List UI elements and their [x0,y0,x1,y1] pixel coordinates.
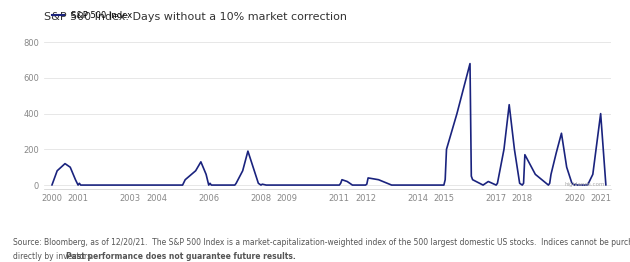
Text: directly by investors.: directly by investors. [13,252,96,260]
Text: Source: Bloomberg, as of 12/20/21.  The S&P 500 Index is a market-capitalization: Source: Bloomberg, as of 12/20/21. The S… [13,238,630,247]
Text: highlands.com: highlands.com [565,182,605,187]
Legend: S&P 500 Index: S&P 500 Index [49,7,135,23]
Text: Past performance does not guarantee future results.: Past performance does not guarantee futu… [66,252,296,260]
Text: S&P 500 Index: Days without a 10% market correction: S&P 500 Index: Days without a 10% market… [44,12,347,22]
